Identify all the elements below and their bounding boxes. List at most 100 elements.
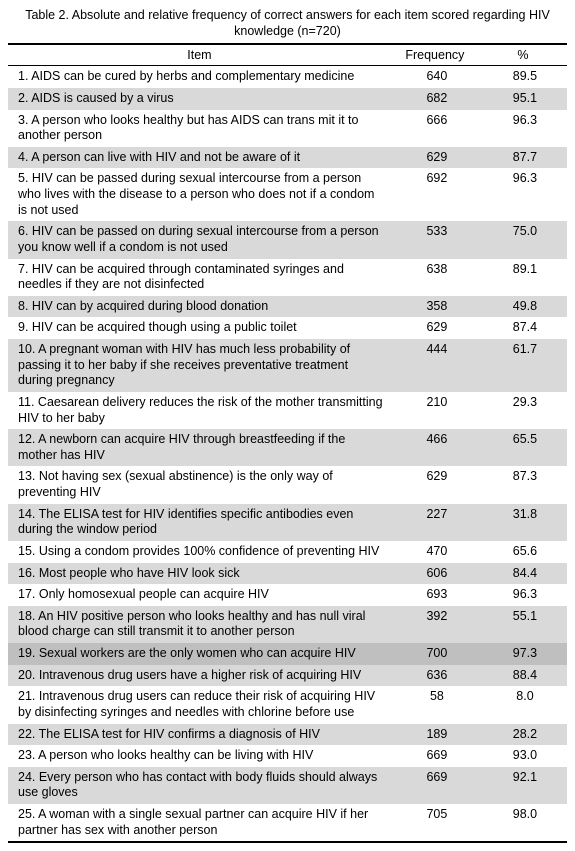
cell-frequency: 606 xyxy=(391,563,479,585)
cell-percent: 84.4 xyxy=(479,563,567,585)
cell-frequency: 692 xyxy=(391,168,479,221)
hiv-knowledge-table: Item Frequency % 1. AIDS can be cured by… xyxy=(8,43,567,843)
cell-percent: 88.4 xyxy=(479,665,567,687)
cell-percent: 29.3 xyxy=(479,392,567,429)
cell-frequency: 669 xyxy=(391,745,479,767)
cell-item: 5. HIV can be passed during sexual inter… xyxy=(8,168,391,221)
table-row: 8. HIV can by acquired during blood dona… xyxy=(8,296,567,318)
table-row: 19. Sexual workers are the only women wh… xyxy=(8,643,567,665)
cell-item: 9. HIV can be acquired though using a pu… xyxy=(8,317,391,339)
table-row: 15. Using a condom provides 100% confide… xyxy=(8,541,567,563)
cell-item: 1. AIDS can be cured by herbs and comple… xyxy=(8,66,391,88)
header-percent: % xyxy=(479,44,567,66)
table-row: 14. The ELISA test for HIV identifies sp… xyxy=(8,504,567,541)
cell-item: 21. Intravenous drug users can reduce th… xyxy=(8,686,391,723)
cell-percent: 31.8 xyxy=(479,504,567,541)
cell-frequency: 638 xyxy=(391,259,479,296)
header-row: Item Frequency % xyxy=(8,44,567,66)
table-row: 21. Intravenous drug users can reduce th… xyxy=(8,686,567,723)
cell-item: 22. The ELISA test for HIV confirms a di… xyxy=(8,724,391,746)
cell-percent: 75.0 xyxy=(479,221,567,258)
cell-percent: 89.5 xyxy=(479,66,567,88)
cell-item: 23. A person who looks healthy can be li… xyxy=(8,745,391,767)
table-row: 16. Most people who have HIV look sick60… xyxy=(8,563,567,585)
cell-percent: 55.1 xyxy=(479,606,567,643)
cell-frequency: 640 xyxy=(391,66,479,88)
cell-percent: 61.7 xyxy=(479,339,567,392)
cell-item: 19. Sexual workers are the only women wh… xyxy=(8,643,391,665)
cell-frequency: 629 xyxy=(391,317,479,339)
table-row: 7. HIV can be acquired through contamina… xyxy=(8,259,567,296)
cell-item: 25. A woman with a single sexual partner… xyxy=(8,804,391,842)
cell-percent: 96.3 xyxy=(479,168,567,221)
table-row: 11. Caesarean delivery reduces the risk … xyxy=(8,392,567,429)
cell-percent: 98.0 xyxy=(479,804,567,842)
cell-percent: 92.1 xyxy=(479,767,567,804)
cell-item: 11. Caesarean delivery reduces the risk … xyxy=(8,392,391,429)
cell-percent: 96.3 xyxy=(479,584,567,606)
cell-item: 2. AIDS is caused by a virus xyxy=(8,88,391,110)
table-row: 3. A person who looks healthy but has AI… xyxy=(8,110,567,147)
cell-item: 18. An HIV positive person who looks hea… xyxy=(8,606,391,643)
cell-percent: 95.1 xyxy=(479,88,567,110)
cell-frequency: 189 xyxy=(391,724,479,746)
cell-frequency: 533 xyxy=(391,221,479,258)
table-row: 5. HIV can be passed during sexual inter… xyxy=(8,168,567,221)
cell-percent: 87.4 xyxy=(479,317,567,339)
table-row: 23. A person who looks healthy can be li… xyxy=(8,745,567,767)
cell-frequency: 210 xyxy=(391,392,479,429)
cell-frequency: 227 xyxy=(391,504,479,541)
cell-item: 17. Only homosexual people can acquire H… xyxy=(8,584,391,606)
cell-frequency: 636 xyxy=(391,665,479,687)
cell-frequency: 629 xyxy=(391,466,479,503)
cell-item: 14. The ELISA test for HIV identifies sp… xyxy=(8,504,391,541)
cell-frequency: 629 xyxy=(391,147,479,169)
table-row: 2. AIDS is caused by a virus68295.1 xyxy=(8,88,567,110)
table-row: 24. Every person who has contact with bo… xyxy=(8,767,567,804)
cell-frequency: 700 xyxy=(391,643,479,665)
cell-percent: 89.1 xyxy=(479,259,567,296)
cell-item: 12. A newborn can acquire HIV through br… xyxy=(8,429,391,466)
header-item: Item xyxy=(8,44,391,66)
cell-frequency: 705 xyxy=(391,804,479,842)
cell-item: 3. A person who looks healthy but has AI… xyxy=(8,110,391,147)
cell-frequency: 392 xyxy=(391,606,479,643)
cell-item: 24. Every person who has contact with bo… xyxy=(8,767,391,804)
cell-percent: 28.2 xyxy=(479,724,567,746)
cell-percent: 87.3 xyxy=(479,466,567,503)
cell-item: 10. A pregnant woman with HIV has much l… xyxy=(8,339,391,392)
table-row: 17. Only homosexual people can acquire H… xyxy=(8,584,567,606)
cell-frequency: 466 xyxy=(391,429,479,466)
header-frequency: Frequency xyxy=(391,44,479,66)
cell-percent: 96.3 xyxy=(479,110,567,147)
cell-item: 16. Most people who have HIV look sick xyxy=(8,563,391,585)
cell-item: 15. Using a condom provides 100% confide… xyxy=(8,541,391,563)
table-row: 13. Not having sex (sexual abstinence) i… xyxy=(8,466,567,503)
table-caption: Table 2. Absolute and relative frequency… xyxy=(8,8,567,39)
cell-percent: 93.0 xyxy=(479,745,567,767)
cell-item: 4. A person can live with HIV and not be… xyxy=(8,147,391,169)
cell-percent: 49.8 xyxy=(479,296,567,318)
cell-frequency: 666 xyxy=(391,110,479,147)
cell-item: 20. Intravenous drug users have a higher… xyxy=(8,665,391,687)
table-row: 25. A woman with a single sexual partner… xyxy=(8,804,567,842)
table-row: 12. A newborn can acquire HIV through br… xyxy=(8,429,567,466)
cell-item: 8. HIV can by acquired during blood dona… xyxy=(8,296,391,318)
table-row: 10. A pregnant woman with HIV has much l… xyxy=(8,339,567,392)
table-row: 6. HIV can be passed on during sexual in… xyxy=(8,221,567,258)
cell-frequency: 444 xyxy=(391,339,479,392)
cell-item: 13. Not having sex (sexual abstinence) i… xyxy=(8,466,391,503)
cell-frequency: 58 xyxy=(391,686,479,723)
table-row: 1. AIDS can be cured by herbs and comple… xyxy=(8,66,567,88)
cell-frequency: 470 xyxy=(391,541,479,563)
cell-frequency: 682 xyxy=(391,88,479,110)
cell-frequency: 358 xyxy=(391,296,479,318)
cell-percent: 65.6 xyxy=(479,541,567,563)
cell-frequency: 669 xyxy=(391,767,479,804)
cell-frequency: 693 xyxy=(391,584,479,606)
cell-item: 7. HIV can be acquired through contamina… xyxy=(8,259,391,296)
table-row: 9. HIV can be acquired though using a pu… xyxy=(8,317,567,339)
table-row: 18. An HIV positive person who looks hea… xyxy=(8,606,567,643)
cell-percent: 97.3 xyxy=(479,643,567,665)
cell-percent: 8.0 xyxy=(479,686,567,723)
